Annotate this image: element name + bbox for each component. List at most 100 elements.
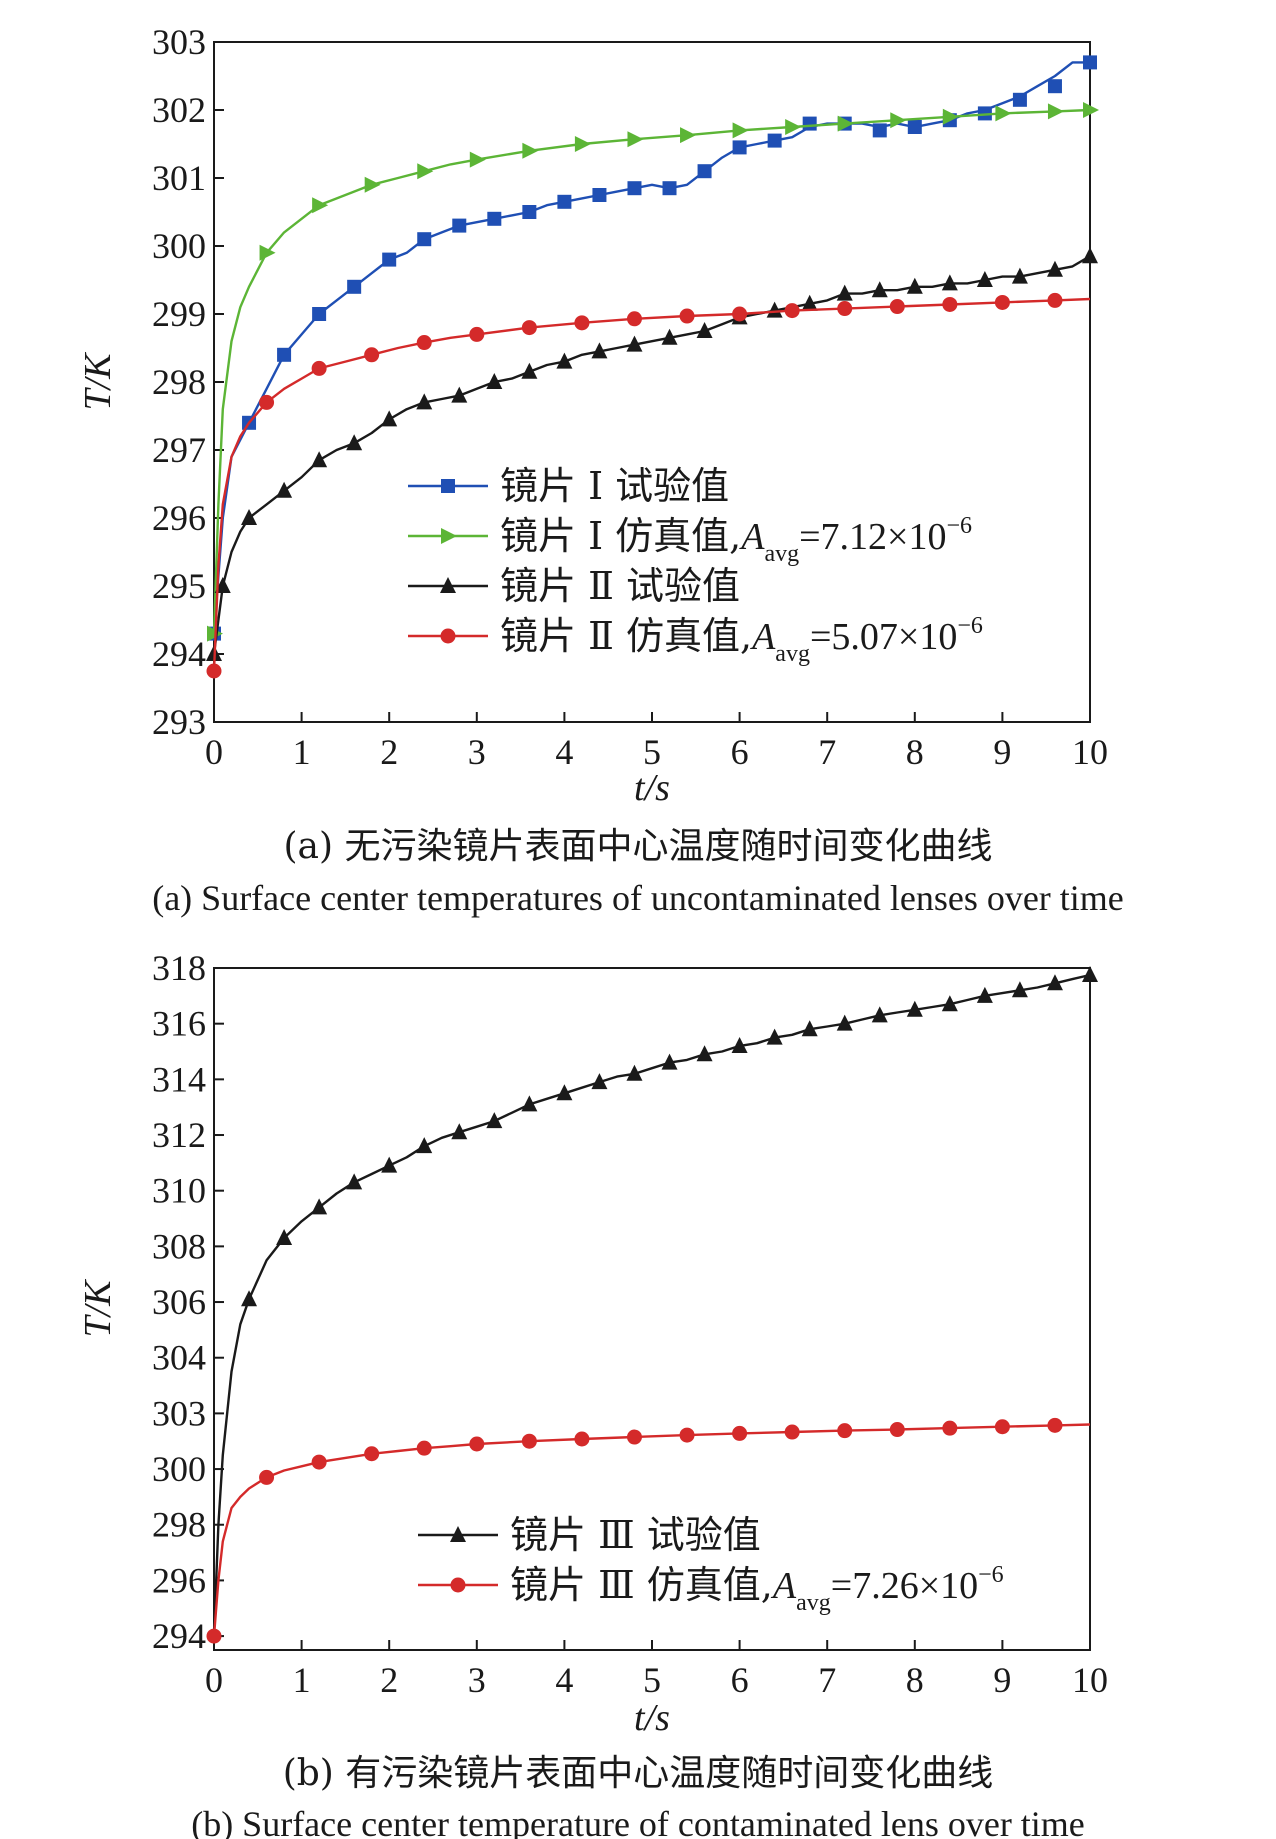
series-marker-0-3: [1047, 292, 1063, 308]
series-marker-0-3: [469, 326, 485, 342]
series-marker-1-1: [521, 1433, 537, 1449]
series-marker-1-0: [766, 1028, 783, 1045]
series-marker-1-0: [941, 995, 958, 1012]
series-marker-0-2: [696, 322, 713, 338]
series-marker-1-1: [732, 1425, 748, 1441]
panel-b: 0 1 2 3 4 5 6 7 8 9 10 294 296 298 300 303 304 306 308 310 3…: [77, 948, 1108, 1839]
series-line-0-0: [212, 61, 1090, 634]
series-marker-0-3: [626, 311, 642, 327]
x-tick-label: 10: [1072, 732, 1108, 772]
series-marker-1-0: [696, 1045, 713, 1062]
legend-superscript: −6: [978, 1562, 1004, 1588]
x-tick-label: 0: [205, 1660, 223, 1700]
y-tick-label: 306: [152, 1282, 206, 1322]
y-tick-label: 300: [152, 1449, 206, 1489]
legend-superscript: −6: [947, 513, 973, 539]
series-marker-0-2: [1011, 267, 1028, 284]
series-marker-0-1: [417, 163, 434, 180]
series-marker-1-0: [871, 1006, 888, 1023]
legend-label-main: 镜片 Ⅰ 仿真值,: [500, 514, 741, 558]
legend-label-main: 镜片 Ⅲ 仿真值,: [510, 1563, 773, 1607]
series-marker-1-0: [731, 1036, 748, 1053]
x-tick-label: 7: [818, 732, 836, 772]
series-marker-0-1: [732, 122, 749, 139]
series-marker-0-3: [259, 394, 275, 410]
legend-label-main: 镜片 Ⅰ 试验值: [500, 464, 729, 508]
legend-subscript: avg: [775, 641, 810, 667]
legend-label: 镜片 Ⅱ 仿真值,Aavg=5.07×10−6: [500, 613, 983, 667]
series-marker-0-2: [836, 284, 853, 301]
series-marker-0-1: [680, 127, 697, 144]
series-marker-1-0: [276, 1229, 293, 1246]
x-tick-label: 1: [293, 732, 311, 772]
y-tick-label: 295: [152, 566, 206, 606]
series-line-0-3: [212, 297, 1091, 672]
x-tick-label: 1: [293, 1660, 311, 1700]
y-tick-label: 310: [152, 1171, 206, 1211]
legend-label-main: 镜片 Ⅲ 试验值: [510, 1513, 761, 1557]
y-tick-label: 294: [152, 634, 206, 674]
legend-symbol: A: [738, 516, 765, 558]
y-tick-label: 293: [152, 702, 206, 742]
series-marker-0-1: [574, 136, 591, 152]
series-marker-1-1: [259, 1469, 275, 1485]
series-marker-0-2: [311, 451, 328, 468]
series-marker-0-2: [416, 393, 433, 410]
legend-marker: [440, 628, 456, 644]
legend-symbol: A: [749, 616, 776, 658]
x-axis-label: t/s: [634, 767, 670, 809]
legend-label: 镜片 Ⅲ 试验值: [510, 1513, 761, 1557]
legend-label: 镜片 Ⅲ 仿真值,Aavg=7.26×10−6: [510, 1562, 1004, 1616]
series-marker-0-2: [556, 352, 573, 369]
x-tick-label: 5: [643, 732, 661, 772]
series-marker-0-0: [522, 205, 537, 219]
legend-marker: [440, 577, 456, 593]
legend-marker: [450, 1526, 466, 1542]
series-marker-0-1: [1083, 102, 1099, 118]
series-marker-0-2: [521, 362, 538, 379]
series-marker-0-3: [311, 360, 327, 376]
series-marker-1-0: [626, 1064, 643, 1081]
series-marker-0-2: [661, 328, 678, 345]
series-marker-1-1: [311, 1454, 327, 1470]
series-marker-0-0: [732, 140, 747, 155]
series-marker-0-0: [487, 211, 502, 226]
legend-value: =7.26×10: [831, 1565, 978, 1607]
series-marker-1-0: [521, 1095, 538, 1112]
series-marker-0-0: [452, 218, 467, 233]
series-marker-0-2: [766, 301, 783, 318]
series-marker-1-0: [976, 986, 993, 1003]
series-marker-0-0: [1083, 55, 1097, 70]
series-marker-0-3: [942, 296, 958, 312]
series-marker-0-0: [802, 116, 817, 131]
series-marker-0-1: [522, 142, 539, 159]
series-marker-0-2: [276, 481, 293, 498]
y-tick-label: 303: [152, 22, 206, 62]
caption-chinese: (b) 有污染镜片表面中心温度随时间变化曲线: [283, 1753, 994, 1794]
series-marker-0-2: [801, 294, 818, 311]
y-tick-label: 308: [152, 1226, 206, 1266]
series-marker-1-1: [942, 1420, 958, 1436]
series-marker-0-0: [1012, 92, 1027, 107]
series-marker-0-2: [1046, 260, 1063, 277]
x-tick-label: 5: [643, 1660, 661, 1700]
legend-label: 镜片 Ⅱ 试验值: [500, 564, 740, 608]
series-marker-1-1: [837, 1423, 853, 1439]
series-marker-0-3: [732, 306, 748, 322]
series-marker-0-2: [214, 577, 231, 593]
panel-a: 0 1 2 3 4 5 6 7 8 9 10 293 294 295 296 297 298 299 300 301 3…: [77, 22, 1124, 918]
y-axis-label: T/K: [77, 1279, 119, 1338]
series-marker-0-3: [679, 308, 695, 324]
legend-symbol: A: [770, 1565, 797, 1607]
series-marker-0-2: [871, 281, 888, 298]
series-marker-0-2: [626, 335, 643, 352]
series-marker-0-1: [469, 151, 486, 168]
y-tick-label: 304: [152, 1338, 206, 1378]
series-marker-0-0: [627, 181, 642, 196]
series-marker-0-1: [1047, 103, 1064, 120]
series-marker-1-0: [1011, 981, 1028, 998]
series-marker-0-3: [521, 320, 537, 336]
legend-label-main: 镜片 Ⅱ 仿真值,: [500, 614, 752, 658]
series-marker-0-3: [784, 303, 800, 319]
x-tick-label: 9: [993, 732, 1011, 772]
